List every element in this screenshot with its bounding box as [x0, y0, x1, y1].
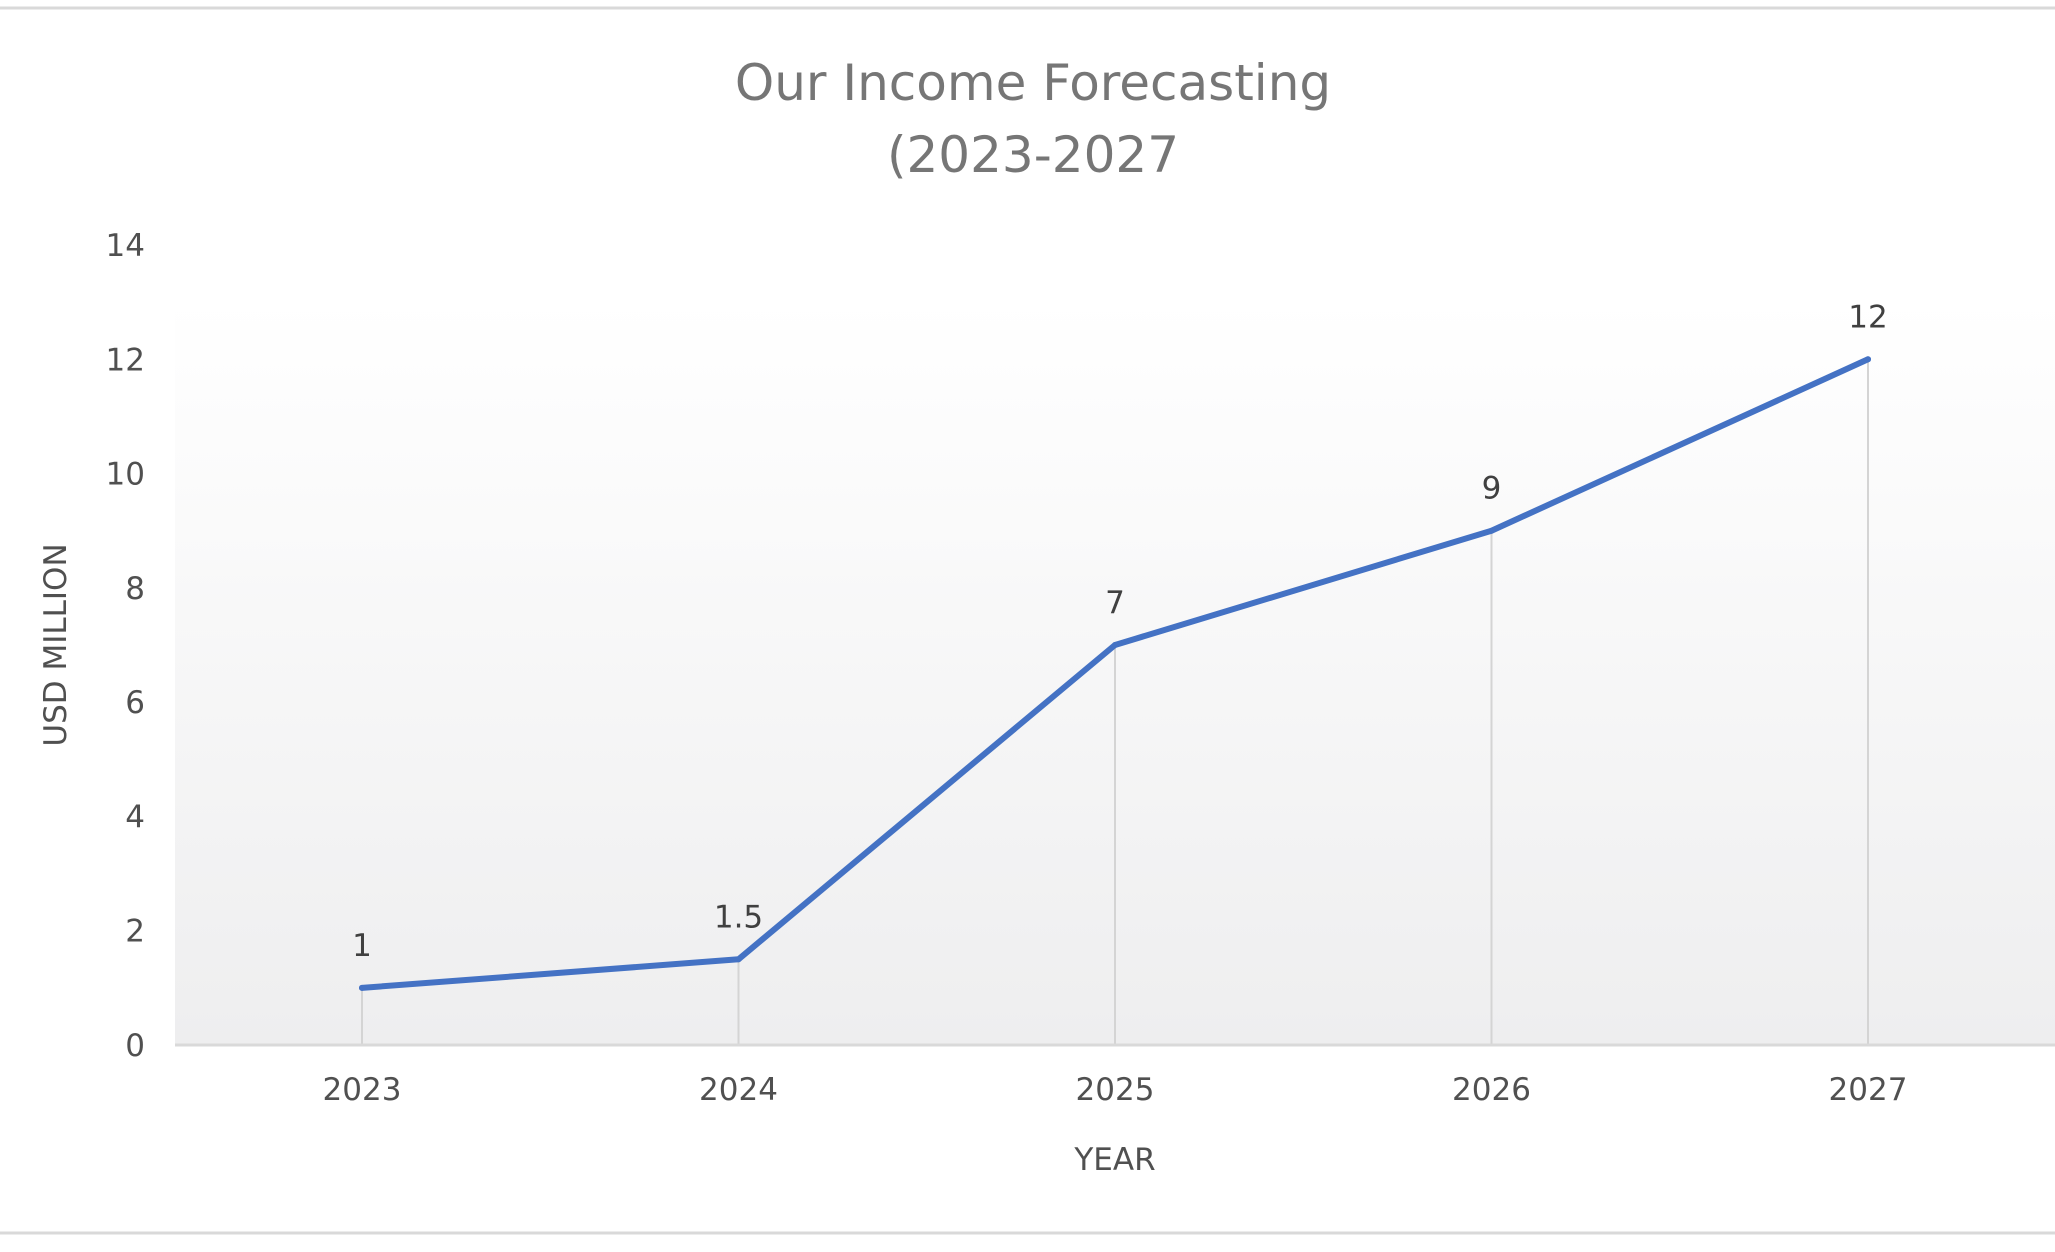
y-tick-label: 4	[125, 799, 145, 835]
data-point	[1488, 527, 1495, 534]
x-tick-label: 2023	[323, 1072, 402, 1108]
data-point	[1865, 356, 1871, 363]
drop-lines	[361, 359, 1869, 1045]
y-axis-title: USD MILLION	[38, 543, 74, 746]
x-tick-label: 2024	[699, 1072, 778, 1108]
data-point	[359, 984, 365, 991]
chart-subtitle: (2023-2027	[887, 126, 1179, 184]
data-label: 7	[1105, 585, 1125, 621]
x-tick-label: 2027	[1829, 1072, 1908, 1108]
chart-title: Our Income Forecasting	[735, 54, 1331, 112]
y-tick-label: 6	[125, 685, 145, 721]
y-tick-label: 0	[125, 1028, 145, 1064]
data-label: 1	[352, 928, 372, 964]
x-axis-title: YEAR	[1073, 1142, 1155, 1178]
y-tick-label: 2	[125, 914, 145, 950]
y-tick-label: 10	[106, 457, 145, 493]
y-tick-label: 12	[106, 342, 145, 378]
series-group	[359, 356, 1871, 991]
data-point	[1112, 642, 1118, 648]
y-tick-label: 14	[106, 228, 145, 264]
x-tick-label: 2025	[1076, 1072, 1155, 1108]
data-label: 1.5	[714, 899, 763, 935]
y-axis-ticks: 0 2 4 6 8 10 12 14	[106, 228, 145, 1064]
x-tick-label: 2026	[1452, 1072, 1531, 1108]
x-axis-ticks: 2023 2024 2025 2026 2027	[323, 1072, 1908, 1108]
data-label: 12	[1848, 299, 1887, 335]
y-tick-label: 8	[125, 571, 145, 607]
data-label: 9	[1482, 471, 1502, 507]
data-labels: 1 1.5 7 9 12	[352, 299, 1888, 964]
data-point	[735, 956, 742, 963]
